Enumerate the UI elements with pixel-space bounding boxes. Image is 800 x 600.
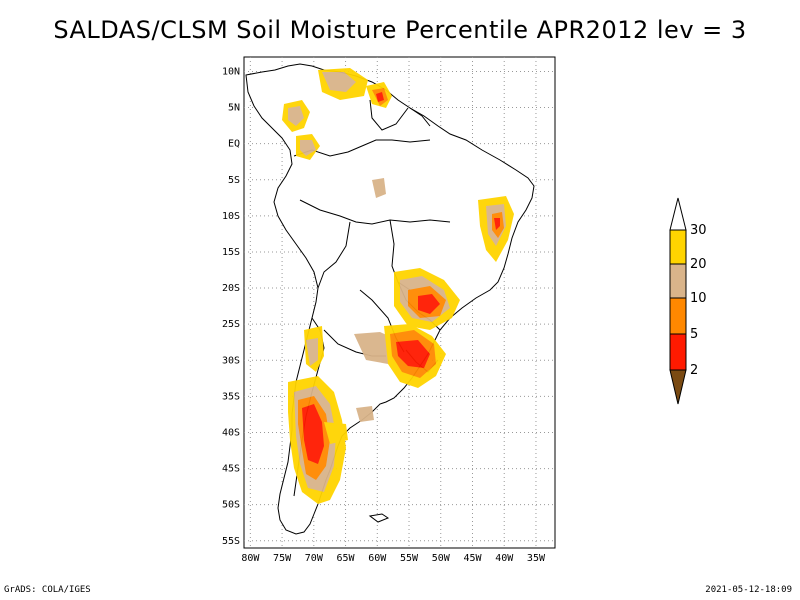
lat-tick-label: 45S xyxy=(222,464,240,475)
colorbar-below-2 xyxy=(669,369,687,405)
lat-tick-label: EQ xyxy=(228,139,240,150)
colorbar-5-10 xyxy=(669,297,687,335)
colorbar-label-20: 20 xyxy=(690,257,707,272)
colorbar-label-2: 2 xyxy=(690,363,698,378)
lat-tick-label: 5N xyxy=(228,103,240,114)
footer-timestamp: 2021-05-12-18:09 xyxy=(705,585,792,595)
colorbar-2-5 xyxy=(669,333,687,371)
lat-tick-label: 25S xyxy=(222,319,240,330)
longitude-labels: 80W 75W 70W 65W 60W 55W 50W 45W 40W 35W xyxy=(241,553,546,564)
colorbar-20-30 xyxy=(669,229,687,265)
lon-tick-label: 40W xyxy=(495,553,514,564)
lat-tick-label: 55S xyxy=(222,536,240,547)
map-title: SALDAS/CLSM Soil Moisture Percentile APR… xyxy=(53,16,747,44)
colorbar-label-10: 10 xyxy=(690,291,707,306)
colorbar-label-30: 30 xyxy=(690,223,707,238)
lat-tick-label: 20S xyxy=(222,283,240,294)
lon-tick-label: 70W xyxy=(305,553,324,564)
percentile-shading xyxy=(282,68,514,504)
lat-tick-label: 15S xyxy=(222,247,240,258)
lat-tick-label: 30S xyxy=(222,355,240,366)
latitude-labels: 10N 5N EQ 5S 10S 15S 20S 25S 30S 35S 40S 45S 50S 55S xyxy=(222,66,240,546)
colorbar-label-5: 5 xyxy=(690,327,698,342)
colorbar-above-30 xyxy=(669,197,687,231)
lon-tick-label: 75W xyxy=(273,553,292,564)
footer-credit: GrADS: COLA/IGES xyxy=(4,585,91,595)
lon-tick-label: 45W xyxy=(463,553,482,564)
lat-tick-label: 10N xyxy=(222,66,240,77)
lon-tick-label: 80W xyxy=(241,553,260,564)
lon-tick-label: 50W xyxy=(432,553,451,564)
falkland-islands xyxy=(368,513,390,523)
lon-tick-label: 55W xyxy=(400,553,419,564)
lat-tick-label: 10S xyxy=(222,211,240,222)
colorbar-10-20 xyxy=(669,263,687,299)
lat-tick-label: 5S xyxy=(228,175,240,186)
lon-tick-label: 35W xyxy=(527,553,546,564)
lat-tick-label: 50S xyxy=(222,500,240,511)
colorbar: 30 20 10 5 2 xyxy=(669,197,707,405)
lon-tick-label: 60W xyxy=(368,553,387,564)
lat-tick-label: 35S xyxy=(222,391,240,402)
lat-tick-label: 40S xyxy=(222,427,240,438)
lon-tick-label: 65W xyxy=(337,553,356,564)
